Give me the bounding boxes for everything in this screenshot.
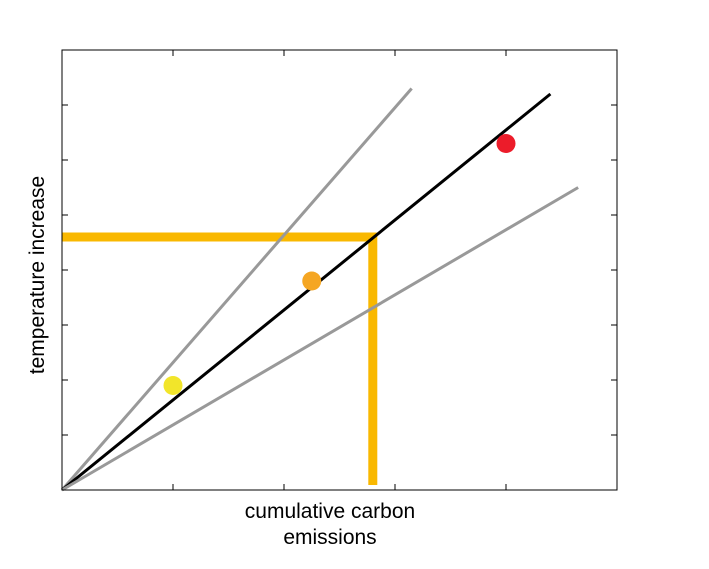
y-ticks [62, 104, 617, 436]
series-line-2 [61, 186, 579, 492]
x-ticks [172, 50, 507, 490]
scenario-point-0 [163, 376, 183, 395]
y-axis-label: temperature increase [26, 175, 49, 375]
threshold-marker [62, 232, 378, 485]
series-line-1 [61, 92, 552, 492]
x-axis-label-line1: cumulative carbon [244, 500, 416, 523]
x-axis-label-line2: emissions [283, 526, 377, 549]
scenario-point-2 [496, 134, 516, 153]
series-lines [60, 87, 579, 492]
series-line-0 [60, 87, 413, 491]
plot-frame [61, 49, 618, 491]
scenario-point-1 [302, 271, 322, 291]
x-axis-label: cumulative carbon emissions [200, 499, 460, 551]
scenario-points [163, 134, 516, 395]
